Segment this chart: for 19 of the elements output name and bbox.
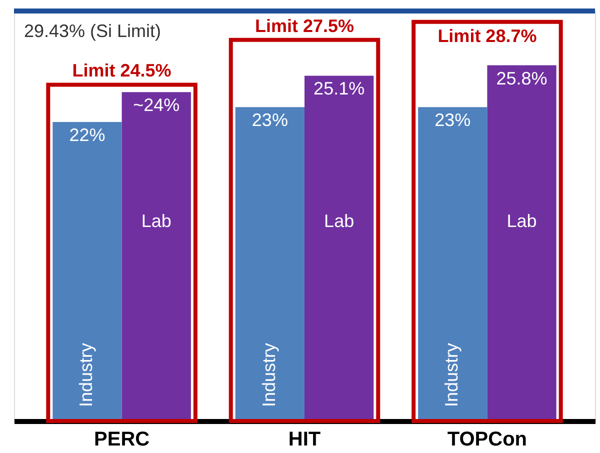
x-tick-label: HIT bbox=[288, 428, 321, 450]
data-label: 23% bbox=[434, 110, 471, 130]
text: Industry bbox=[442, 342, 462, 408]
series-label: Industry bbox=[76, 342, 96, 408]
data-label: 23% bbox=[252, 110, 288, 130]
series-label: Lab bbox=[141, 211, 172, 231]
data-label: ~24% bbox=[133, 95, 180, 116]
x-tick-label: TOPCon bbox=[447, 428, 528, 450]
data-label: 25.8% bbox=[496, 68, 548, 88]
text: Industry bbox=[258, 342, 279, 408]
ref-line-label: 29.43% (Si Limit) bbox=[24, 21, 162, 41]
data-label: 25.1% bbox=[314, 78, 365, 99]
data-label: Limit 27.5% bbox=[254, 16, 354, 36]
text: Lab bbox=[506, 211, 537, 231]
data-label: Limit 24.5% bbox=[72, 60, 172, 81]
data-label: 22% bbox=[69, 125, 106, 146]
text: Lab bbox=[324, 211, 354, 231]
data-label: Limit 28.7% bbox=[438, 26, 537, 46]
x-tick-label: PERC bbox=[94, 428, 150, 450]
